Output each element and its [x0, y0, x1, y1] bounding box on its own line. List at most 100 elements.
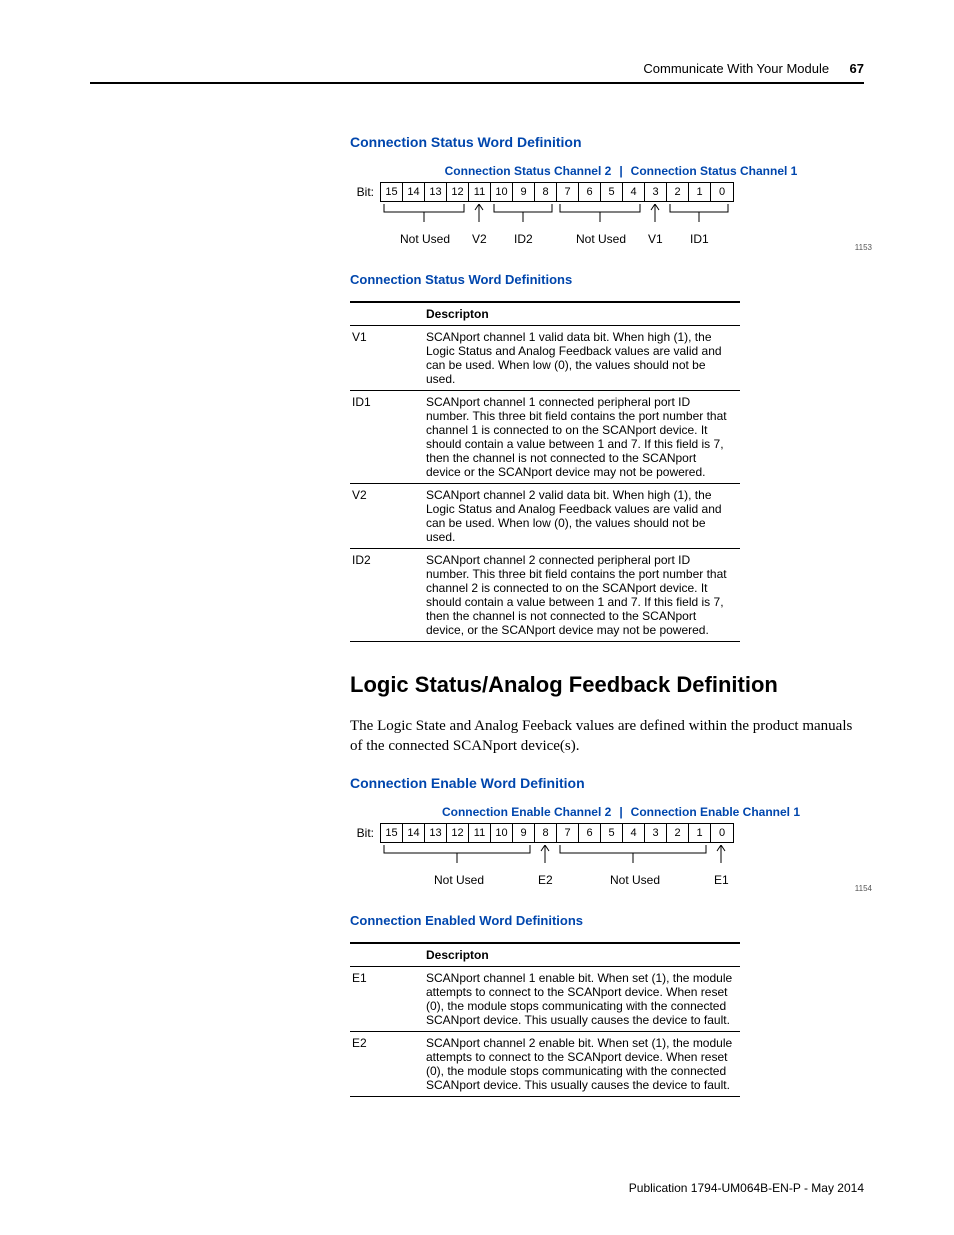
- bit-cell: 11: [469, 183, 491, 201]
- bit-cell: 9: [513, 183, 535, 201]
- pipe-separator: |: [619, 164, 622, 178]
- enable-ch2-label: Connection Enable Channel 2: [442, 805, 611, 819]
- figure-number: 1154: [855, 884, 872, 893]
- bit-cell: 5: [601, 183, 623, 201]
- enable-defs-title: Connection Enabled Word Definitions: [350, 913, 864, 928]
- enable-bit-cells: 15 14 13 12 11 10 9 8 7 6 5 4 3 2 1 0: [380, 823, 734, 843]
- status-ch2-label: Connection Status Channel 2: [445, 164, 612, 178]
- bit-cell: 13: [425, 183, 447, 201]
- bit-cell: 1: [689, 824, 711, 842]
- bit-cell: 2: [667, 824, 689, 842]
- table-row: E2 SCANport channel 2 enable bit. When s…: [350, 1031, 740, 1096]
- bit-cell: 10: [491, 183, 513, 201]
- row-desc: SCANport channel 1 connected peripheral …: [420, 391, 740, 484]
- label-v2: V2: [472, 232, 487, 246]
- status-word-channel-labels: Connection Status Channel 2 | Connection…: [350, 164, 864, 178]
- label-not-used: Not Used: [434, 873, 484, 887]
- row-desc: SCANport channel 2 valid data bit. When …: [420, 484, 740, 549]
- bit-cell: 3: [645, 824, 667, 842]
- bit-cell: 14: [403, 824, 425, 842]
- table-header-desc: Descripton: [420, 302, 740, 326]
- figure-number: 1153: [855, 243, 872, 252]
- row-key: E2: [350, 1031, 420, 1096]
- row-desc: SCANport channel 1 valid data bit. When …: [420, 326, 740, 391]
- row-key: E1: [350, 966, 420, 1031]
- enable-ch1-label: Connection Enable Channel 1: [631, 805, 800, 819]
- table-row: V1 SCANport channel 1 valid data bit. Wh…: [350, 326, 740, 391]
- bit-cell: 7: [557, 824, 579, 842]
- status-bracket-diagram: [380, 204, 740, 230]
- bit-cell: 6: [579, 183, 601, 201]
- header-page-number: 67: [850, 61, 864, 76]
- bit-cell: 12: [447, 183, 469, 201]
- enable-defs-table: Descripton E1 SCANport channel 1 enable …: [350, 942, 740, 1097]
- page-header: Communicate With Your Module 67: [90, 60, 864, 84]
- label-not-used: Not Used: [576, 232, 626, 246]
- pipe-separator: |: [619, 805, 622, 819]
- bit-cell: 14: [403, 183, 425, 201]
- row-desc: SCANport channel 1 enable bit. When set …: [420, 966, 740, 1031]
- label-e2: E2: [538, 873, 553, 887]
- bit-cell: 13: [425, 824, 447, 842]
- header-section: Communicate With Your Module: [643, 61, 829, 76]
- table-header-desc: Descripton: [420, 943, 740, 967]
- enable-word-figure: Connection Enable Channel 2 | Connection…: [350, 805, 864, 889]
- content-column: Connection Status Word Definition Connec…: [90, 84, 864, 1097]
- logic-body-text: The Logic State and Analog Feeback value…: [350, 716, 864, 757]
- status-bit-cells: 15 14 13 12 11 10 9 8 7 6 5 4 3 2 1 0: [380, 182, 734, 202]
- label-v1: V1: [648, 232, 663, 246]
- table-header-empty: [350, 302, 420, 326]
- enable-bracket-diagram: [380, 845, 740, 871]
- status-ch1-label: Connection Status Channel 1: [631, 164, 798, 178]
- enable-word-channel-labels: Connection Enable Channel 2 | Connection…: [350, 805, 864, 819]
- status-defs-title: Connection Status Word Definitions: [350, 272, 864, 287]
- bit-cell: 0: [711, 183, 733, 201]
- table-header-empty: [350, 943, 420, 967]
- label-id2: ID2: [514, 232, 533, 246]
- bit-cell: 4: [623, 824, 645, 842]
- bit-cell: 8: [535, 824, 557, 842]
- bit-label: Bit:: [350, 185, 374, 199]
- bit-cell: 8: [535, 183, 557, 201]
- status-word-title: Connection Status Word Definition: [350, 134, 864, 150]
- row-key: ID1: [350, 391, 420, 484]
- row-key: ID2: [350, 549, 420, 642]
- status-word-figure: Connection Status Channel 2 | Connection…: [350, 164, 864, 248]
- bit-cell: 12: [447, 824, 469, 842]
- bit-cell: 7: [557, 183, 579, 201]
- enable-word-title: Connection Enable Word Definition: [350, 775, 864, 791]
- table-row: ID2 SCANport channel 2 connected periphe…: [350, 549, 740, 642]
- label-not-used: Not Used: [400, 232, 450, 246]
- bit-cell: 9: [513, 824, 535, 842]
- enable-bit-row: Bit: 15 14 13 12 11 10 9 8 7 6 5 4 3 2 1: [350, 823, 864, 843]
- row-desc: SCANport channel 2 enable bit. When set …: [420, 1031, 740, 1096]
- bit-cell: 15: [381, 183, 403, 201]
- row-desc: SCANport channel 2 connected peripheral …: [420, 549, 740, 642]
- table-row: V2 SCANport channel 2 valid data bit. Wh…: [350, 484, 740, 549]
- bit-cell: 4: [623, 183, 645, 201]
- bit-cell: 0: [711, 824, 733, 842]
- label-e1: E1: [714, 873, 729, 887]
- logic-heading: Logic Status/Analog Feedback Definition: [350, 672, 864, 698]
- bit-cell: 10: [491, 824, 513, 842]
- page: Communicate With Your Module 67 Connecti…: [0, 0, 954, 1235]
- status-bit-row: Bit: 15 14 13 12 11 10 9 8 7 6 5 4 3 2 1: [350, 182, 864, 202]
- row-key: V1: [350, 326, 420, 391]
- status-group-labels: Not Used V2 ID2 Not Used V1 ID1: [380, 232, 864, 248]
- bit-cell: 11: [469, 824, 491, 842]
- row-key: V2: [350, 484, 420, 549]
- bit-cell: 1: [689, 183, 711, 201]
- bit-cell: 15: [381, 824, 403, 842]
- table-row: E1 SCANport channel 1 enable bit. When s…: [350, 966, 740, 1031]
- status-defs-table: Descripton V1 SCANport channel 1 valid d…: [350, 301, 740, 642]
- label-not-used: Not Used: [610, 873, 660, 887]
- bit-cell: 2: [667, 183, 689, 201]
- label-id1: ID1: [690, 232, 709, 246]
- bit-cell: 6: [579, 824, 601, 842]
- bit-cell: 5: [601, 824, 623, 842]
- bit-cell: 3: [645, 183, 667, 201]
- bit-label: Bit:: [350, 826, 374, 840]
- enable-group-labels: Not Used E2 Not Used E1: [380, 873, 864, 889]
- publication-footer: Publication 1794-UM064B-EN-P - May 2014: [629, 1181, 864, 1195]
- table-row: ID1 SCANport channel 1 connected periphe…: [350, 391, 740, 484]
